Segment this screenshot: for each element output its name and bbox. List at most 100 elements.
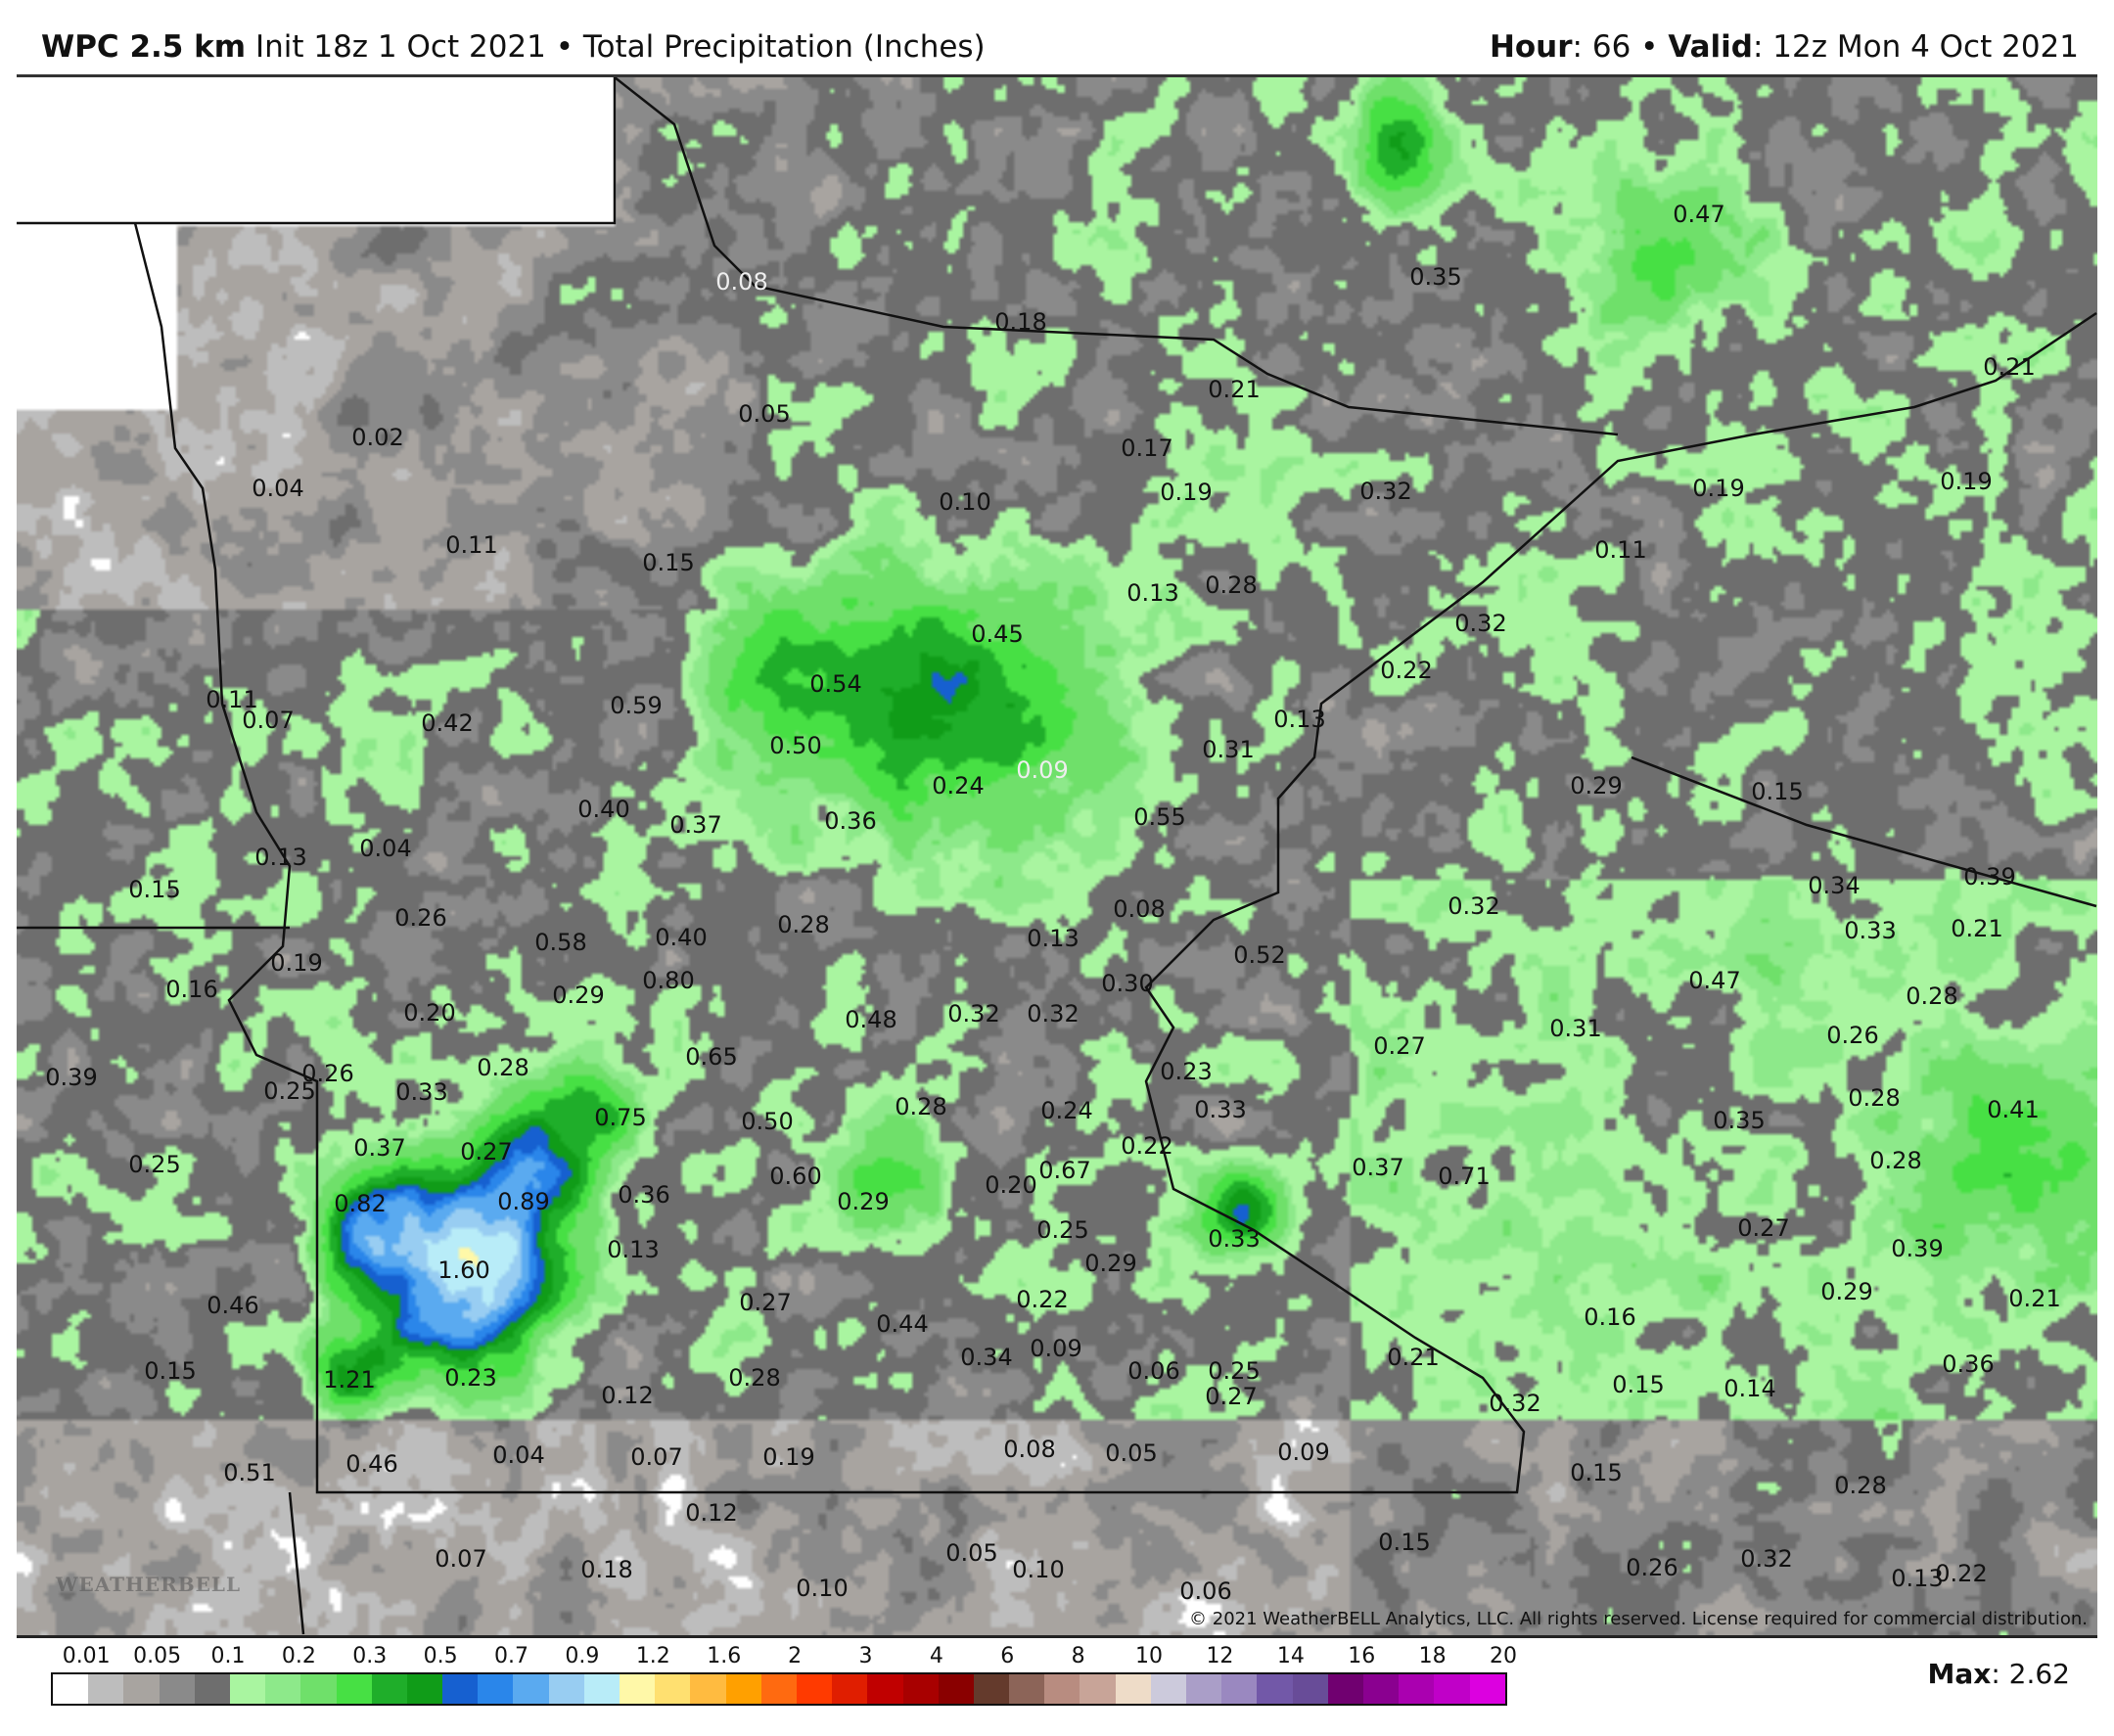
precip-value-label: 0.15 — [1751, 778, 1803, 805]
precip-value-label: 0.67 — [1038, 1157, 1090, 1184]
legend-swatch — [371, 1674, 407, 1704]
precip-value-label: 0.33 — [1208, 1225, 1260, 1253]
legend-swatch — [53, 1674, 89, 1704]
precip-value-label: 0.24 — [932, 772, 984, 799]
max-value: Max: 2.62 — [1927, 1658, 2070, 1690]
precip-value-label: 0.12 — [685, 1499, 737, 1527]
legend-tick-label: 10 — [1135, 1644, 1164, 1668]
precip-value-label: 0.27 — [739, 1289, 791, 1316]
precip-value-label: 0.41 — [1987, 1096, 2039, 1123]
precip-value-label: 0.10 — [939, 488, 990, 516]
precip-value-label: 0.09 — [1277, 1439, 1329, 1466]
legend-swatch — [1292, 1674, 1328, 1704]
precip-value-label: 0.82 — [334, 1190, 386, 1217]
precip-value-label: 0.46 — [207, 1292, 258, 1319]
precip-value-label: 0.28 — [477, 1054, 528, 1081]
precip-value-label: 0.34 — [1808, 872, 1860, 899]
precip-value-label: 0.32 — [1027, 1000, 1079, 1028]
precip-value-label: 0.18 — [580, 1556, 632, 1583]
legend-swatch — [336, 1674, 372, 1704]
precip-value-label: 0.36 — [824, 807, 876, 835]
precip-value-label: 0.36 — [1942, 1350, 1994, 1378]
precip-value-label: 0.33 — [1194, 1096, 1246, 1123]
precip-value-label: 0.71 — [1438, 1163, 1490, 1190]
precip-value-label: 0.23 — [444, 1364, 496, 1392]
valid-label: Valid — [1668, 29, 1753, 65]
legend-tick-label: 0.2 — [281, 1644, 316, 1668]
legend-labels: 0.01 0.05 0.1 0.2 0.3 0.5 0.7 0.9 1.2 1.6 2 3 4 6 8 10 1… — [51, 1644, 1517, 1673]
precip-value-label: 0.39 — [1891, 1235, 1943, 1262]
precip-value-label: 0.28 — [728, 1364, 780, 1392]
legend-tick-label: 3 — [858, 1644, 873, 1668]
legend-tick-label: 18 — [1418, 1644, 1447, 1668]
model-name: WPC 2.5 km — [41, 29, 247, 65]
legend-tick-label: 0.3 — [352, 1644, 388, 1668]
precip-value-label: 0.21 — [1983, 353, 2035, 381]
legend-swatch — [88, 1674, 124, 1704]
legend-swatch — [655, 1674, 691, 1704]
precip-value-label: 0.08 — [715, 268, 767, 296]
legend-swatch — [229, 1674, 266, 1704]
precip-value-label: 0.11 — [1594, 536, 1646, 564]
precip-value-label: 0.08 — [1003, 1436, 1055, 1463]
legend-swatch — [406, 1674, 443, 1704]
precip-value-label: 0.14 — [1723, 1375, 1775, 1402]
precip-value-label: 0.10 — [1012, 1556, 1064, 1583]
precip-value-label: 0.46 — [345, 1450, 397, 1478]
precip-value-label: 0.05 — [945, 1539, 997, 1567]
legend-swatch — [478, 1674, 514, 1704]
precip-value-label: 0.15 — [128, 876, 180, 903]
precip-value-label: 0.28 — [1205, 571, 1257, 599]
precip-value-label: 0.52 — [1233, 941, 1285, 969]
precip-value-label: 0.25 — [1036, 1216, 1088, 1244]
boundary-line — [133, 222, 2097, 1494]
precip-value-label: 0.36 — [618, 1181, 669, 1209]
precip-value-label: 0.21 — [1951, 915, 2002, 942]
precip-value-label: 0.15 — [144, 1357, 196, 1385]
legend-swatch — [548, 1674, 584, 1704]
precip-value-label: 0.29 — [1820, 1278, 1872, 1305]
map-overlay: 0.08 0.18 0.47 0.35 0.21 0.21 0.05 0.02 0.04 0.17… — [17, 77, 2097, 1635]
legend-swatch — [1362, 1674, 1400, 1704]
precip-value-label: 0.22 — [1121, 1132, 1172, 1160]
precip-value-label: 0.04 — [492, 1441, 544, 1469]
precip-value-label: 0.13 — [1891, 1565, 1943, 1592]
precip-value-label: 0.33 — [395, 1078, 447, 1106]
legend-swatch — [725, 1674, 761, 1704]
precip-value-label: 0.45 — [971, 620, 1023, 648]
precip-value-label: 0.12 — [601, 1382, 653, 1409]
precip-value-label: 0.19 — [1160, 479, 1212, 506]
precip-value-label: 0.17 — [1121, 434, 1172, 462]
legend-swatch — [867, 1674, 903, 1704]
precip-value-label: 0.13 — [607, 1236, 659, 1263]
precip-value-label: 0.15 — [642, 549, 694, 576]
precip-value-label: 0.25 — [1208, 1357, 1260, 1385]
legend-tick-label: 0.01 — [62, 1644, 111, 1668]
precip-value-label: 0.75 — [594, 1104, 646, 1131]
precip-value-label: 0.37 — [353, 1134, 405, 1162]
precip-value-label: 0.58 — [534, 929, 586, 956]
precip-value-label: 1.21 — [323, 1366, 375, 1393]
precipitation-map: 0.08 0.18 0.47 0.35 0.21 0.21 0.05 0.02 0.04 0.17… — [17, 74, 2097, 1638]
precip-value-label: 0.22 — [1380, 657, 1432, 684]
color-legend — [51, 1672, 1507, 1706]
precip-value-label: 0.40 — [655, 924, 707, 951]
precip-value-label: 0.51 — [223, 1459, 275, 1486]
precip-value-label: 0.19 — [1940, 468, 1992, 495]
precip-value-label: 0.28 — [895, 1093, 946, 1120]
precip-value-label: 0.24 — [1040, 1097, 1092, 1124]
legend-swatch — [760, 1674, 797, 1704]
precip-value-label: 0.48 — [845, 1006, 896, 1033]
legend-swatch — [1221, 1674, 1258, 1704]
product-name: Total Precipitation (Inches) — [582, 29, 986, 65]
precip-value-label: 0.35 — [1409, 263, 1461, 291]
precip-value-label: 0.54 — [809, 670, 861, 698]
precip-value-label: 0.55 — [1133, 803, 1185, 831]
boundary-line — [1631, 755, 2097, 908]
precip-value-label: 0.29 — [552, 982, 604, 1009]
legend-swatch — [123, 1674, 160, 1704]
precip-value-label: 0.29 — [1084, 1250, 1136, 1277]
precip-value-label: 0.13 — [1273, 706, 1325, 733]
valid-info: Hour: 66 • Valid: 12z Mon 4 Oct 2021 — [1490, 29, 2079, 65]
legend-swatch — [832, 1674, 868, 1704]
